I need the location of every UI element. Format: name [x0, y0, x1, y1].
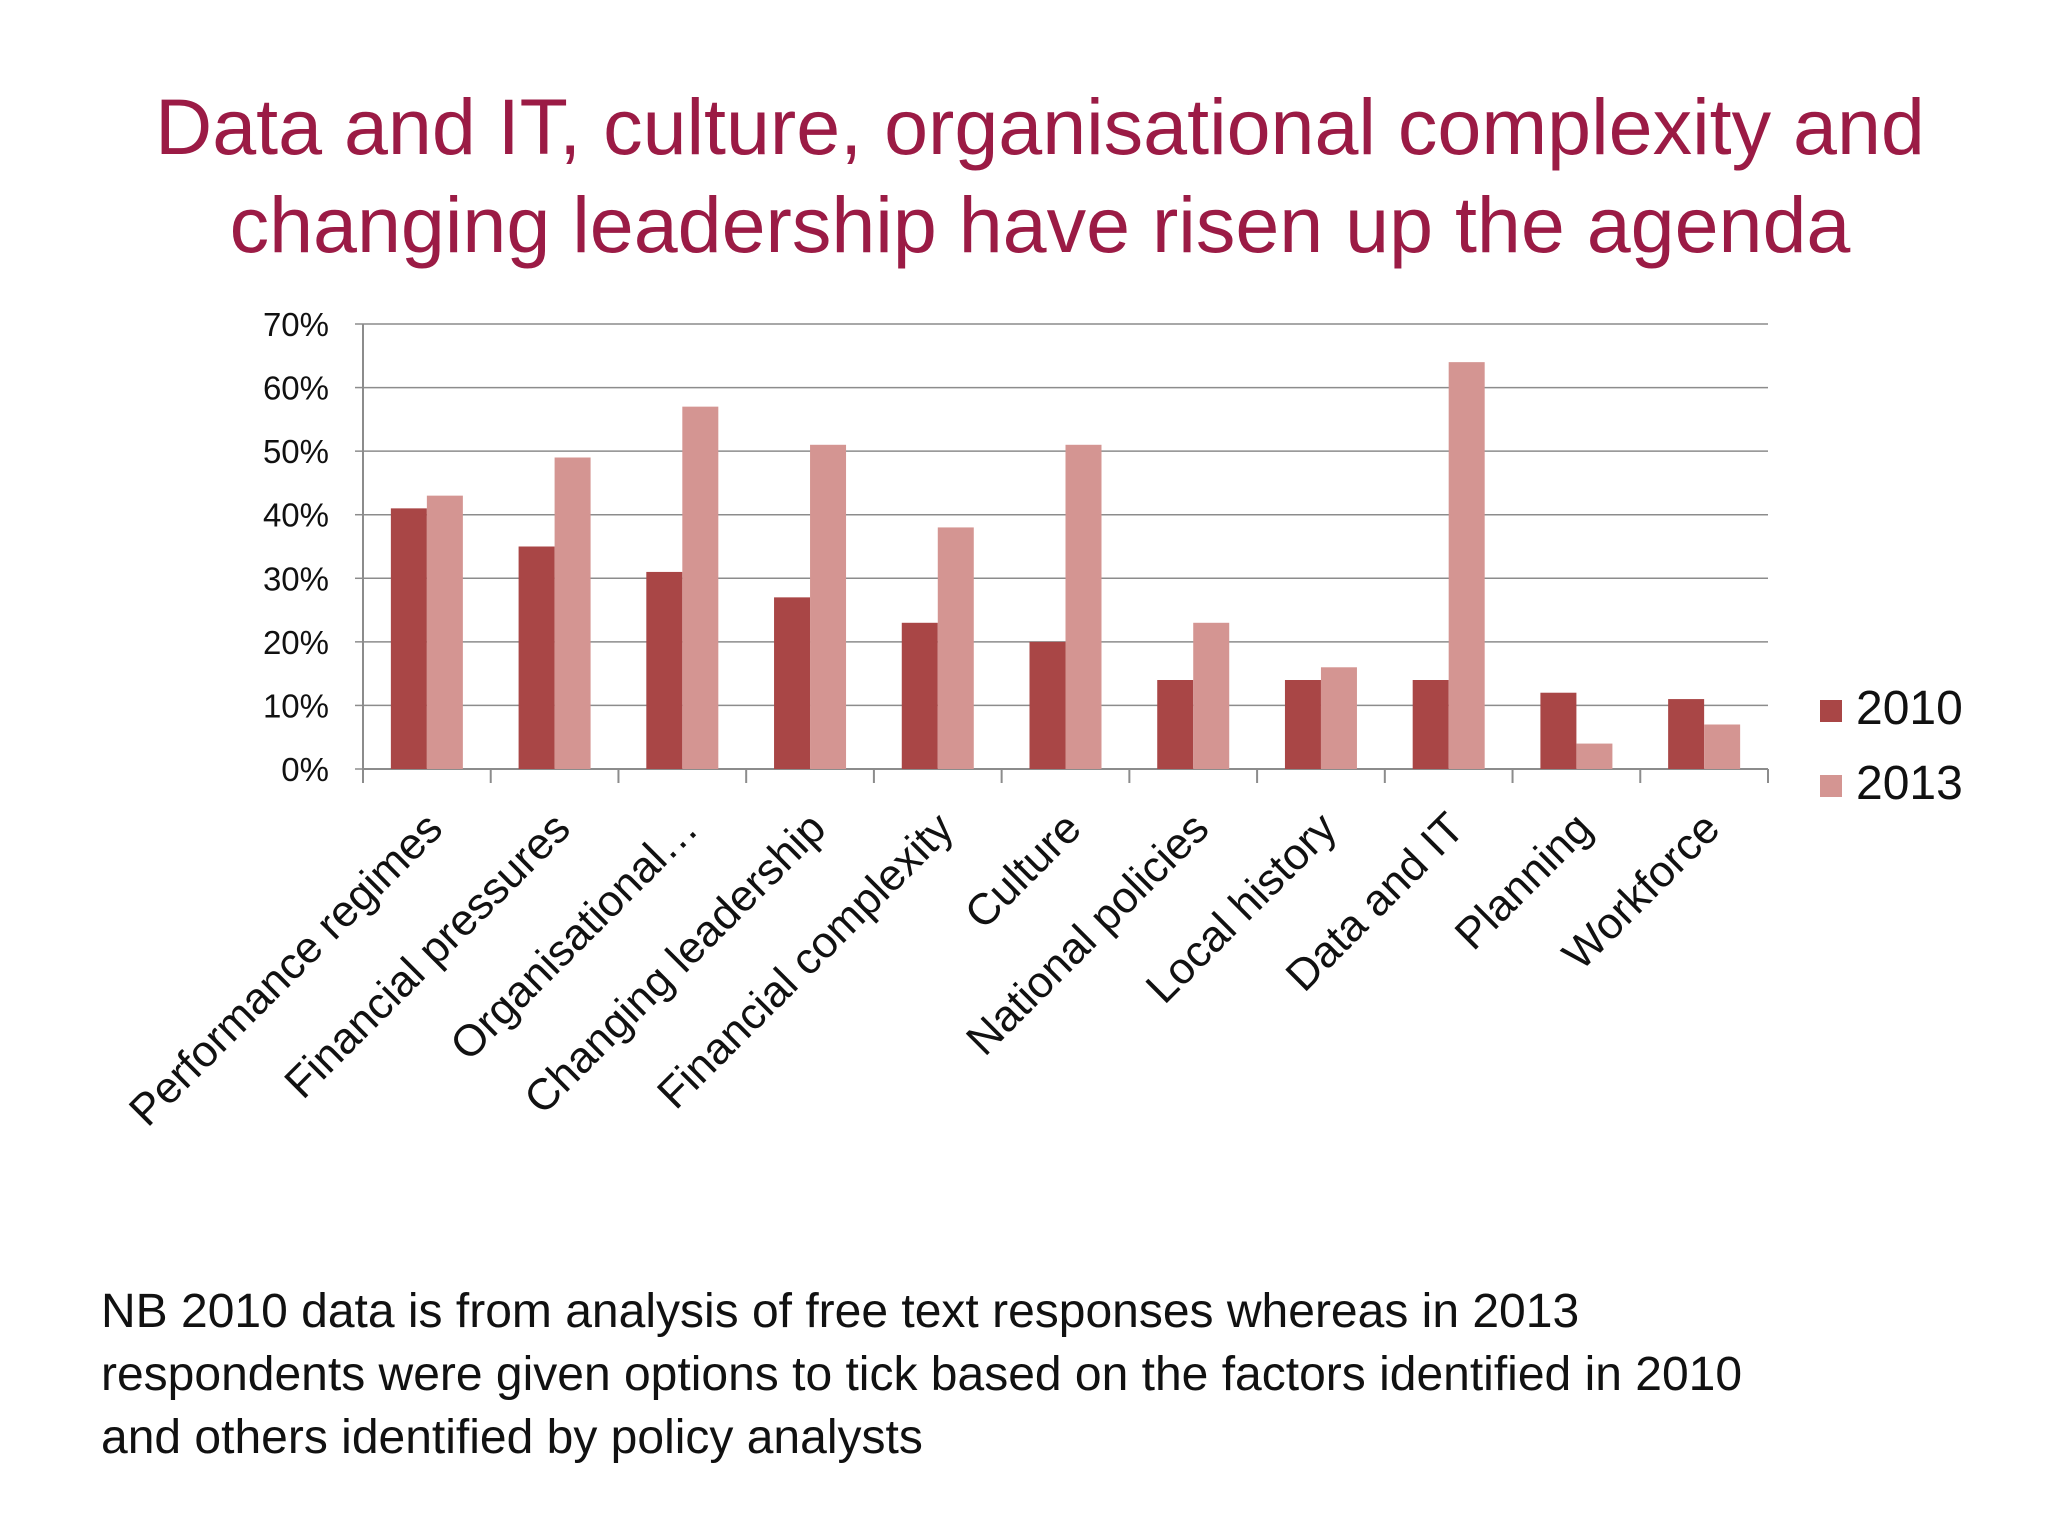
bar-2010	[1029, 641, 1066, 769]
bar-2013	[554, 457, 591, 769]
bar-2010	[1668, 699, 1705, 769]
legend-swatch-2013	[1820, 775, 1842, 797]
legend-label-2010: 2010	[1856, 682, 1963, 735]
bar-2013	[1193, 622, 1230, 769]
bar-2013	[1576, 743, 1613, 769]
bar-2013	[937, 527, 974, 769]
bar-2010	[390, 508, 427, 769]
category-label: National policies	[957, 803, 1218, 1064]
bar-2010	[1284, 680, 1321, 769]
bar-2010	[774, 597, 811, 769]
slide-title: Data and IT, culture, organisational com…	[80, 78, 2000, 274]
footnote-line-2: respondents were given options to tick b…	[101, 1348, 1743, 1401]
footnote-line-1: NB 2010 data is from analysis of free te…	[101, 1285, 1580, 1338]
footnote-line-3: and others identified by policy analysts	[101, 1411, 923, 1464]
y-tick-label: 30%	[263, 560, 329, 597]
y-tick-label: 0%	[281, 751, 329, 788]
bar-2013	[426, 495, 463, 769]
bar-2013	[1704, 724, 1741, 769]
bar-2013	[1320, 667, 1357, 769]
y-tick-label: 40%	[263, 497, 329, 534]
slide-title-line-1: Data and IT, culture, organisational com…	[155, 82, 1925, 171]
bar-2010	[1412, 680, 1449, 769]
y-tick-label: 10%	[263, 687, 329, 724]
bar-2010	[518, 546, 555, 769]
bar-2010	[646, 571, 683, 769]
y-tick-label: 70%	[263, 306, 329, 343]
bar-2013	[1065, 444, 1102, 769]
bar-2010	[901, 622, 938, 769]
bar-2010	[1157, 680, 1194, 769]
y-tick-label: 20%	[263, 624, 329, 661]
y-tick-label: 60%	[263, 370, 329, 407]
legend-label-2013: 2013	[1856, 757, 1963, 810]
footnote: NB 2010 data is from analysis of free te…	[101, 1280, 1981, 1469]
bar-2013	[1448, 362, 1485, 769]
legend-swatch-2010	[1820, 700, 1842, 722]
slide-title-line-2: changing leadership have risen up the ag…	[229, 180, 1851, 269]
bar-2010	[1540, 692, 1577, 769]
y-tick-label: 50%	[263, 433, 329, 470]
bar-2013	[682, 406, 719, 769]
bar-2013	[810, 444, 847, 769]
